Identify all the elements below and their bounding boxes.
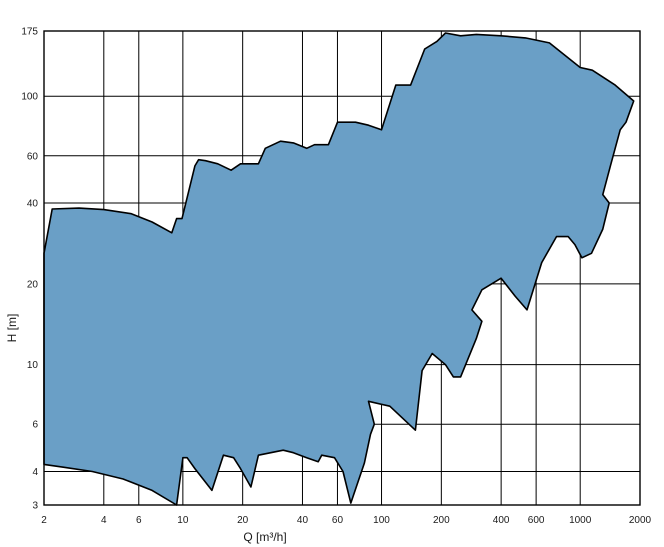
y-tick-label: 6 bbox=[32, 420, 38, 431]
y-tick-label: 175 bbox=[21, 27, 38, 38]
x-axis-title: Q [m³/h] bbox=[243, 530, 286, 544]
y-axis-title: H [m] bbox=[5, 314, 19, 343]
y-axis-ticks: 3 4 6 10 20 40 60 100 175 bbox=[21, 27, 38, 512]
y-tick-label: 60 bbox=[27, 151, 39, 162]
x-tick-label: 400 bbox=[493, 515, 510, 526]
x-tick-label: 2000 bbox=[629, 515, 652, 526]
y-tick-label: 3 bbox=[32, 501, 38, 512]
x-tick-label: 200 bbox=[433, 515, 450, 526]
x-tick-label: 10 bbox=[177, 515, 189, 526]
x-tick-label: 600 bbox=[528, 515, 545, 526]
x-tick-label: 40 bbox=[297, 515, 309, 526]
x-tick-label: 4 bbox=[101, 515, 107, 526]
x-tick-label: 60 bbox=[332, 515, 344, 526]
x-tick-label: 2 bbox=[41, 515, 47, 526]
y-tick-label: 10 bbox=[27, 360, 39, 371]
x-axis-ticks: 2 4 6 10 20 40 60 100 200 400 600 1000 2000 bbox=[41, 515, 651, 526]
y-tick-label: 4 bbox=[32, 467, 38, 478]
x-tick-label: 20 bbox=[237, 515, 249, 526]
plot-border bbox=[43, 30, 641, 506]
y-tick-label: 20 bbox=[27, 279, 39, 290]
x-tick-label: 100 bbox=[373, 515, 390, 526]
x-tick-label: 1000 bbox=[569, 515, 592, 526]
plot-area bbox=[43, 32, 635, 506]
performance-range-area bbox=[43, 32, 635, 506]
y-tick-label: 100 bbox=[21, 92, 38, 103]
y-tick-label: 40 bbox=[27, 199, 39, 210]
plot-frame bbox=[43, 30, 641, 506]
x-tick-label: 6 bbox=[136, 515, 142, 526]
